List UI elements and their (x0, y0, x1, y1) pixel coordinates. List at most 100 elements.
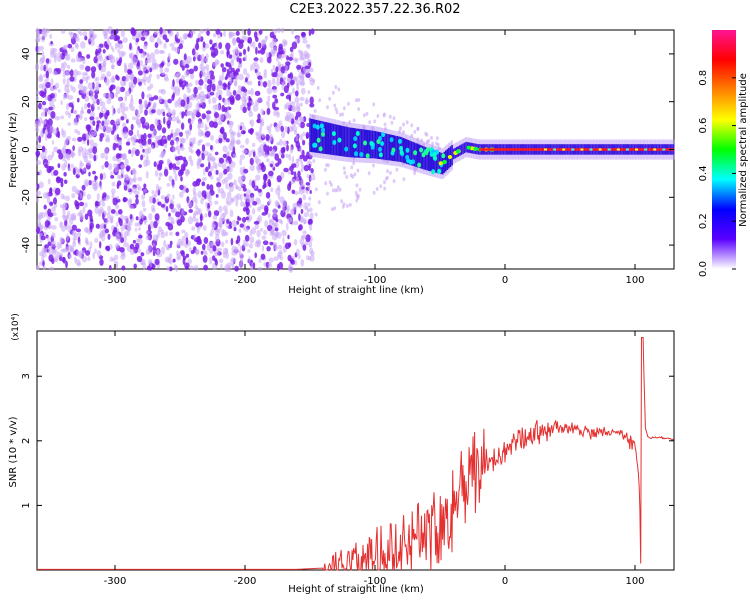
signal-blob (421, 152, 426, 158)
noise-dot (144, 121, 149, 126)
noise-dot (212, 121, 218, 129)
noise-dot (104, 155, 109, 161)
noise-dot (120, 102, 126, 109)
noise-dot (282, 140, 288, 147)
noise-dot (309, 190, 312, 194)
noise-dot (265, 35, 269, 40)
noise-dot (200, 250, 204, 255)
noise-dot (251, 180, 256, 189)
x-tick-label: 100 (625, 576, 644, 587)
noise-dot (232, 38, 236, 47)
noise-dot (430, 135, 433, 140)
noise-dot (209, 91, 215, 96)
noise-dot (128, 129, 134, 136)
noise-dot (168, 162, 173, 169)
noise-dot (48, 266, 55, 271)
noise-dot (159, 49, 165, 54)
noise-dot (219, 258, 224, 264)
noise-dot (107, 233, 111, 240)
noise-dot (254, 36, 259, 42)
noise-dot (43, 204, 47, 210)
noise-dot (225, 182, 229, 190)
noise-dot (143, 79, 146, 86)
noise-dot (140, 134, 144, 140)
noise-dot (230, 58, 235, 63)
noise-dot (210, 145, 213, 150)
x-tick-label: -200 (234, 576, 257, 587)
noise-dot (268, 257, 274, 264)
noise-dot (293, 239, 298, 246)
signal-band (342, 126, 344, 157)
noise-dot (79, 110, 85, 115)
noise-dot (196, 249, 200, 255)
noise-dot (277, 254, 282, 259)
noise-dot (176, 138, 179, 145)
signal-blob (369, 140, 374, 146)
noise-dot (100, 198, 105, 203)
noise-dot (205, 201, 208, 208)
noise-dot (54, 217, 58, 222)
noise-dot (204, 213, 208, 218)
noise-dot (389, 171, 392, 175)
noise-dot (177, 148, 181, 155)
noise-dot (197, 140, 201, 146)
noise-dot (271, 148, 276, 156)
noise-dot (205, 166, 209, 173)
noise-dot (75, 228, 81, 233)
noise-dot (142, 148, 145, 153)
noise-dot (175, 231, 180, 237)
signal-band (343, 126, 346, 157)
signal-blob (321, 131, 325, 137)
noise-dot (163, 116, 166, 125)
noise-dot (247, 46, 250, 52)
noise-dot (136, 255, 143, 263)
noise-dot (160, 231, 166, 239)
noise-dot (66, 77, 70, 85)
signal-blob (413, 150, 418, 156)
noise-dot (53, 255, 59, 263)
noise-dot (312, 176, 316, 181)
signal-band (410, 141, 413, 166)
signal-band (348, 127, 350, 158)
noise-dot (102, 212, 105, 220)
noise-dot (234, 265, 240, 272)
noise-dot (67, 95, 74, 100)
noise-dot (293, 171, 297, 179)
noise-dot (176, 203, 181, 209)
noise-dot (110, 175, 115, 179)
noise-dot (317, 200, 321, 205)
noise-dot (254, 223, 260, 230)
noise-dot (208, 97, 211, 105)
noise-dot (249, 157, 254, 166)
noise-dot (192, 56, 196, 62)
noise-dot (190, 149, 194, 154)
noise-dot (292, 87, 295, 95)
noise-dot (36, 29, 40, 38)
noise-dot (272, 88, 278, 93)
noise-dot (81, 255, 88, 263)
noise-dot (295, 248, 300, 256)
noise-dot (273, 71, 278, 78)
noise-dot (273, 109, 277, 117)
noise-dot (215, 104, 221, 111)
signal-band (429, 148, 431, 172)
noise-dot (192, 187, 196, 195)
noise-dot (60, 181, 64, 188)
noise-dot (112, 197, 118, 206)
noise-dot (249, 164, 255, 171)
noise-dot (335, 110, 339, 115)
noise-dot (120, 237, 124, 244)
noise-dot (138, 234, 143, 239)
noise-dot (299, 96, 305, 102)
noise-dot (248, 111, 254, 118)
noise-dot (128, 205, 134, 209)
noise-dot (46, 196, 51, 204)
noise-dot (85, 132, 90, 141)
noise-dot (342, 106, 346, 111)
noise-dot (72, 145, 75, 152)
y-tick-label: 2 (21, 438, 32, 444)
noise-dot (86, 138, 90, 146)
noise-dot (255, 174, 261, 181)
noise-dot (189, 72, 195, 80)
noise-dot (263, 183, 267, 188)
